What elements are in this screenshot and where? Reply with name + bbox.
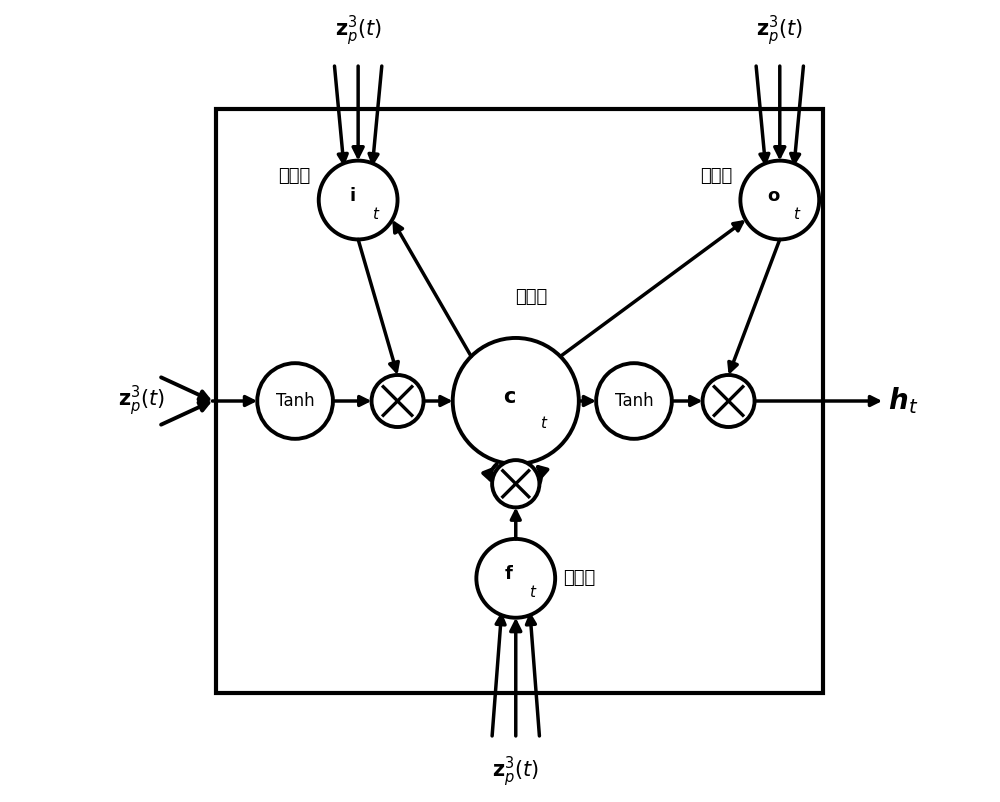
Text: 遗忘门: 遗忘门 [563, 569, 595, 587]
FancyArrowPatch shape [755, 396, 878, 406]
Text: $\mathbf{i}$: $\mathbf{i}$ [349, 187, 355, 205]
FancyArrowPatch shape [756, 66, 769, 163]
Circle shape [257, 363, 333, 439]
Circle shape [372, 375, 424, 427]
Circle shape [740, 160, 819, 240]
Text: $\boldsymbol{h}_{t}$: $\boldsymbol{h}_{t}$ [888, 386, 918, 416]
FancyArrowPatch shape [579, 396, 592, 406]
FancyArrowPatch shape [369, 66, 382, 163]
FancyArrowPatch shape [334, 66, 347, 163]
Text: Tanh: Tanh [276, 392, 314, 410]
FancyArrowPatch shape [333, 396, 368, 406]
Text: $\mathbf{z}_{p}^{3}(t)$: $\mathbf{z}_{p}^{3}(t)$ [492, 754, 539, 788]
FancyArrowPatch shape [492, 616, 505, 736]
Circle shape [319, 160, 398, 240]
FancyArrowPatch shape [511, 622, 521, 736]
Text: 输入门: 输入门 [279, 168, 311, 185]
FancyArrowPatch shape [560, 222, 743, 356]
Text: ${\mathit{t}}$: ${\mathit{t}}$ [540, 415, 548, 431]
Circle shape [476, 539, 555, 618]
Text: $\mathbf{z}_{p}^{3}(t)$: $\mathbf{z}_{p}^{3}(t)$ [118, 384, 165, 418]
FancyArrowPatch shape [729, 240, 780, 371]
FancyArrowPatch shape [775, 66, 785, 156]
Text: $\mathbf{o}$: $\mathbf{o}$ [767, 187, 780, 205]
FancyArrowPatch shape [511, 512, 520, 539]
FancyArrowPatch shape [212, 396, 253, 406]
Text: 输出门: 输出门 [700, 168, 732, 185]
Text: ${\mathit{t}}$: ${\mathit{t}}$ [372, 206, 380, 222]
Text: $\mathbf{z}_{p}^{3}(t)$: $\mathbf{z}_{p}^{3}(t)$ [756, 14, 803, 48]
Text: 神经元: 神经元 [515, 289, 548, 306]
Circle shape [596, 363, 672, 439]
FancyArrowPatch shape [791, 66, 803, 163]
Text: ${\mathit{t}}$: ${\mathit{t}}$ [793, 206, 802, 222]
Text: $\mathbf{z}_{p}^{3}(t)$: $\mathbf{z}_{p}^{3}(t)$ [335, 14, 382, 48]
FancyArrowPatch shape [424, 396, 449, 406]
Text: $\mathbf{f}$: $\mathbf{f}$ [504, 565, 514, 583]
Circle shape [453, 338, 579, 464]
Circle shape [703, 375, 755, 427]
Text: Tanh: Tanh [615, 392, 653, 410]
FancyArrowPatch shape [353, 66, 363, 156]
Bar [216, 109, 823, 693]
FancyArrowPatch shape [358, 240, 398, 371]
FancyArrowPatch shape [672, 396, 699, 406]
FancyArrowPatch shape [526, 616, 539, 736]
Text: $\mathbf{c}$: $\mathbf{c}$ [503, 387, 516, 407]
Circle shape [492, 460, 539, 508]
Text: ${\mathit{t}}$: ${\mathit{t}}$ [529, 584, 538, 600]
FancyArrowPatch shape [394, 223, 471, 356]
